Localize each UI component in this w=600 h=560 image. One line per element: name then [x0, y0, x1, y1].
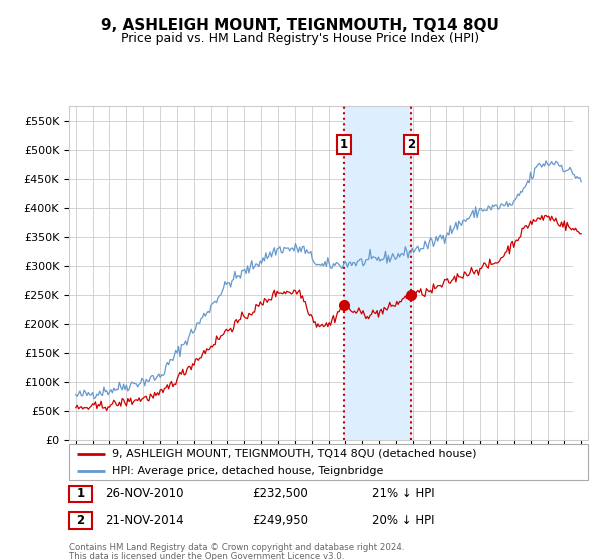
Bar	[344, 106, 411, 440]
Text: 20% ↓ HPI: 20% ↓ HPI	[372, 514, 434, 527]
Text: £249,950: £249,950	[252, 514, 308, 527]
FancyBboxPatch shape	[69, 444, 588, 480]
Text: 1: 1	[76, 487, 85, 501]
Text: Contains HM Land Registry data © Crown copyright and database right 2024.: Contains HM Land Registry data © Crown c…	[69, 543, 404, 552]
Text: £232,500: £232,500	[252, 487, 308, 501]
Text: 26-NOV-2010: 26-NOV-2010	[105, 487, 184, 501]
Text: 2: 2	[76, 514, 85, 527]
Text: This data is licensed under the Open Government Licence v3.0.: This data is licensed under the Open Gov…	[69, 552, 344, 560]
Text: 21-NOV-2014: 21-NOV-2014	[105, 514, 184, 527]
Text: Price paid vs. HM Land Registry's House Price Index (HPI): Price paid vs. HM Land Registry's House …	[121, 32, 479, 45]
Text: 9, ASHLEIGH MOUNT, TEIGNMOUTH, TQ14 8QU: 9, ASHLEIGH MOUNT, TEIGNMOUTH, TQ14 8QU	[101, 18, 499, 33]
Text: HPI: Average price, detached house, Teignbridge: HPI: Average price, detached house, Teig…	[112, 466, 383, 475]
Text: 1: 1	[340, 138, 348, 151]
Text: 2: 2	[407, 138, 415, 151]
Text: 21% ↓ HPI: 21% ↓ HPI	[372, 487, 434, 501]
Text: 9, ASHLEIGH MOUNT, TEIGNMOUTH, TQ14 8QU (detached house): 9, ASHLEIGH MOUNT, TEIGNMOUTH, TQ14 8QU …	[112, 449, 476, 459]
Bar	[573, 106, 596, 440]
